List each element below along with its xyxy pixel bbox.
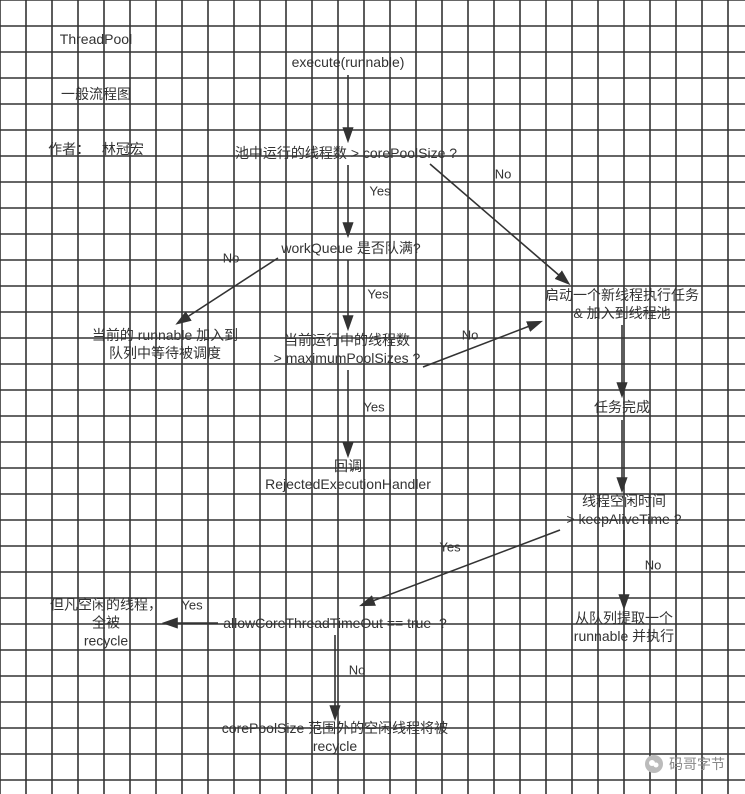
node-max-pool: 当前运行中的线程数 > maximumPoolSizes ? <box>274 331 421 367</box>
edge-label: No <box>462 328 479 343</box>
node-core-pool: 池中运行的线程数 > corePoolSize ? <box>235 144 457 162</box>
edge-label: No <box>349 663 366 678</box>
edge-label: No <box>495 167 512 182</box>
node-keep-alive: 线程空闲时间 > keepAliveTime ? <box>566 492 681 528</box>
edge-label: Yes <box>363 400 384 415</box>
wechat-icon <box>645 755 663 773</box>
edge-label: No <box>645 558 662 573</box>
edge-label: Yes <box>439 540 460 555</box>
node-outside-core: corePoolSize 范围外的空闲线程将被 recycle <box>222 719 448 755</box>
node-work-queue: workQueue 是否队满? <box>281 239 420 257</box>
edge-label: Yes <box>367 287 388 302</box>
edge-label: Yes <box>369 184 390 199</box>
watermark-text: 码哥字节 <box>669 754 725 774</box>
node-start-thread: 启动一个新线程执行任务 & 加入到线程池 <box>545 286 699 322</box>
node-all-recycle: 但凡空闲的线程， 全被 recycle <box>50 596 162 651</box>
node-add-queue: 当前的 runnable 加入到 队列中等待被调度 <box>92 326 238 362</box>
title-line1: ThreadPool <box>48 30 144 48</box>
edge-label: No <box>223 251 240 266</box>
node-task-done: 任务完成 <box>594 398 650 416</box>
node-allow-core: allowCoreThreadTimeOut == true ? <box>223 614 447 632</box>
node-execute: execute(runnable) <box>292 53 405 71</box>
title-block: ThreadPool 一般流程图 作者： 林冠宏 <box>48 0 144 176</box>
title-line2: 一般流程图 <box>48 85 144 103</box>
node-fetch-queue: 从队列提取一个 runnable 并执行 <box>574 609 674 645</box>
edge-label: Yes <box>181 598 202 613</box>
watermark: 码哥字节 <box>645 754 725 774</box>
node-rejected: 回调 RejectedExecutionHandler <box>265 457 431 493</box>
title-line3: 作者： 林冠宏 <box>48 140 144 158</box>
